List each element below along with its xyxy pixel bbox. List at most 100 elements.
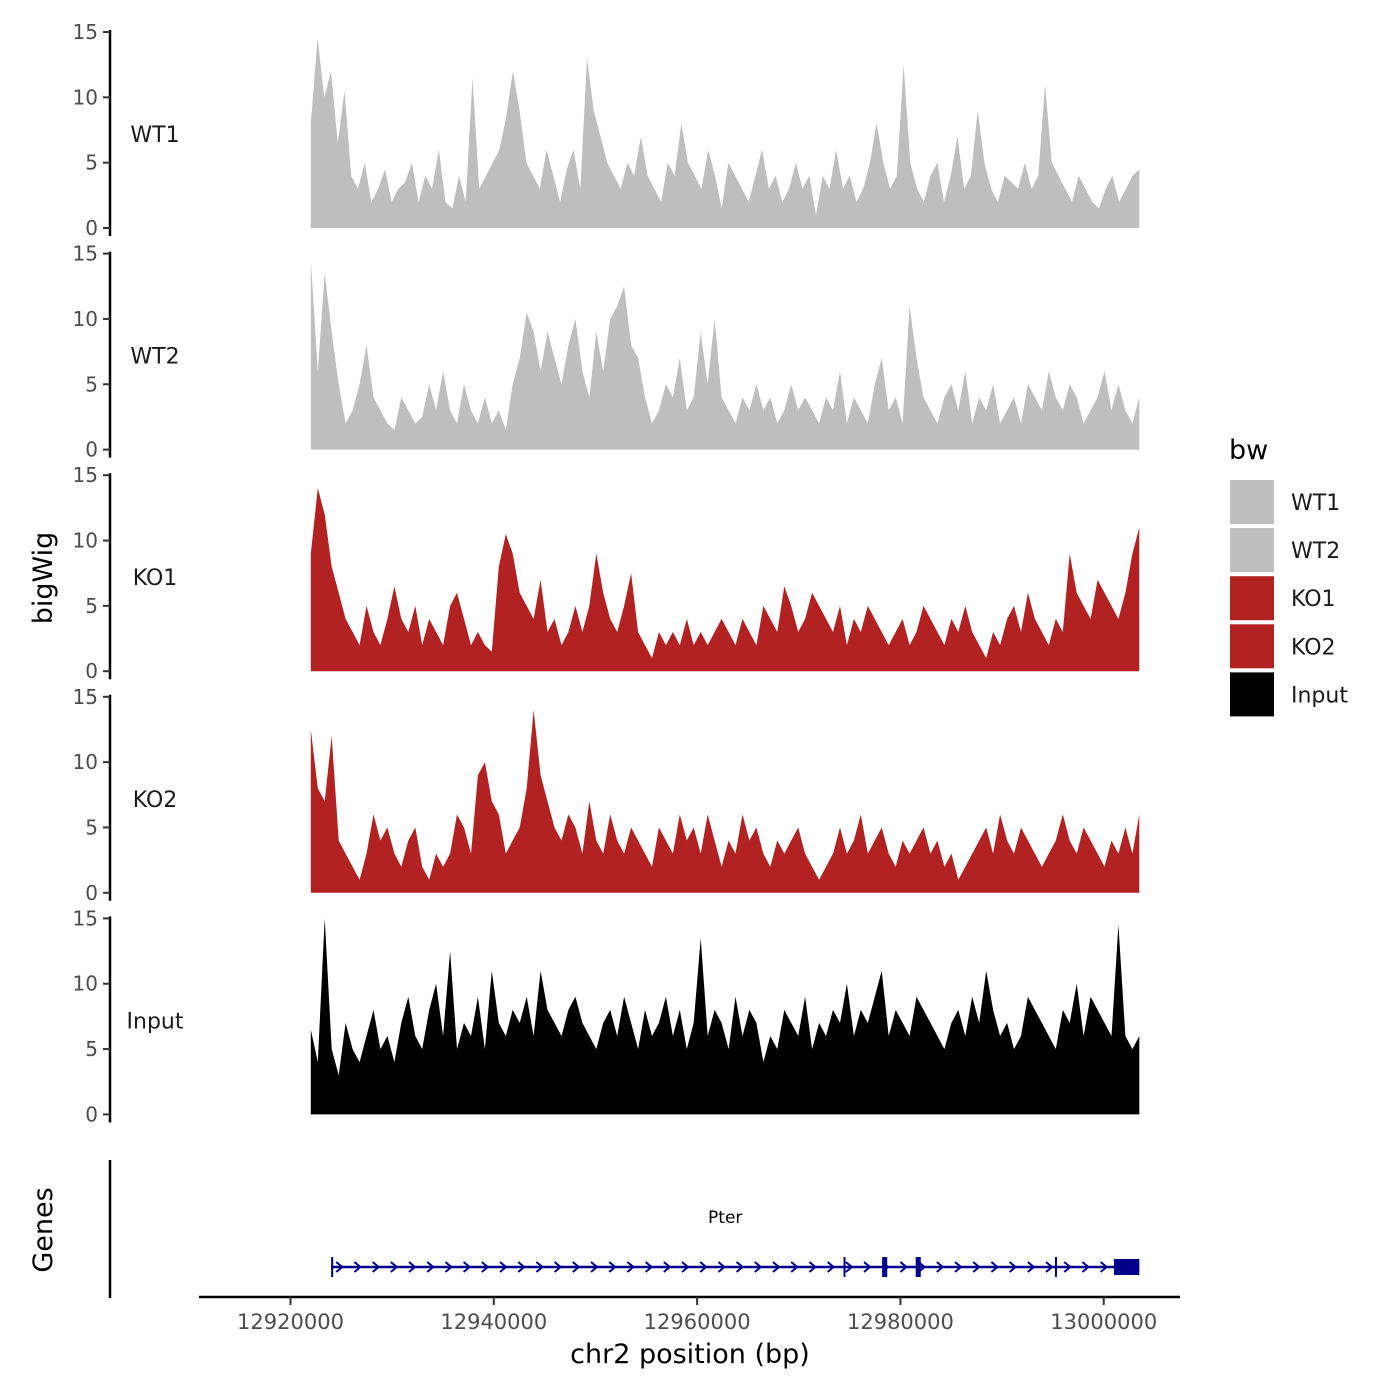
strand-arrow [845, 1261, 854, 1273]
panel-wt1: 0 5 10 15 WT1 [73, 20, 1140, 240]
strand-arrow [444, 1261, 453, 1273]
legend: bw WT1 WT2 KO1 KO2 Input [1229, 435, 1348, 717]
strand-arrow [1099, 1261, 1109, 1273]
strand-arrow [517, 1261, 526, 1273]
x-tick-label: 12920000 [237, 1310, 344, 1334]
strand-arrow [499, 1261, 508, 1273]
y-tick-label: 0 [85, 659, 98, 683]
strand-arrow [353, 1261, 362, 1273]
panel-input: 0 5 10 15 Input [73, 906, 1140, 1126]
strand-arrow [663, 1261, 672, 1273]
strand-arrow [790, 1261, 799, 1273]
y-tick-label: 0 [85, 216, 98, 240]
y-tick-label: 0 [85, 438, 98, 462]
legend-label-wt1: WT1 [1291, 491, 1340, 516]
strand-arrow [371, 1261, 381, 1273]
coverage-area-ko1 [310, 488, 1140, 672]
strand-arrow [954, 1261, 963, 1273]
x-tick-label: 13000000 [1050, 1310, 1157, 1334]
y-tick-label: 10 [73, 972, 98, 996]
track-label-input: Input [127, 1009, 184, 1034]
legend-swatch-input [1230, 672, 1274, 717]
gene-exon [1113, 1259, 1140, 1275]
strand-arrow [754, 1261, 763, 1273]
strand-arrow [335, 1261, 344, 1273]
panel-wt2: 0 5 10 15 WT2 [73, 242, 1140, 462]
strand-arrow [899, 1261, 908, 1273]
strand-arrow [826, 1261, 836, 1273]
strand-arrow [699, 1261, 708, 1273]
strand-arrow [644, 1261, 654, 1273]
legend-label-ko1: KO1 [1291, 587, 1336, 612]
track-label-ko1: KO1 [133, 566, 178, 591]
gene-exon [331, 1257, 334, 1277]
strand-arrow [626, 1261, 635, 1273]
y-tick-label: 10 [73, 529, 98, 553]
panel-ko1: 0 5 10 15 KO1 [73, 463, 1140, 683]
coverage-area-ko2 [310, 709, 1140, 893]
gene-exon [843, 1257, 846, 1277]
y-tick-label: 5 [85, 372, 98, 396]
genes-track-title: Genes [28, 1187, 59, 1272]
strand-arrow [553, 1261, 563, 1273]
strand-arrow [772, 1261, 781, 1273]
y-tick-label: 5 [85, 151, 98, 175]
y-tick-label: 15 [73, 463, 98, 487]
strand-arrow [936, 1261, 945, 1273]
coverage-area-input [310, 918, 1140, 1115]
strand-arrow [1008, 1261, 1018, 1273]
strand-arrow [426, 1261, 435, 1273]
genes-track: Genes Pter [28, 1160, 1140, 1298]
strand-arrow [1045, 1261, 1054, 1273]
legend-swatch-ko2 [1230, 624, 1274, 669]
strand-arrow [462, 1261, 472, 1273]
legend-label-input: Input [1291, 683, 1348, 708]
strand-arrow [1027, 1261, 1036, 1273]
legend-title: bw [1229, 435, 1268, 466]
strand-arrow [808, 1261, 817, 1273]
gene-exon [915, 1257, 921, 1277]
y-tick-label: 15 [73, 685, 98, 709]
track-label-wt2: WT2 [130, 345, 179, 370]
strand-arrow [481, 1261, 490, 1273]
strand-arrow [1063, 1261, 1072, 1273]
x-tick-label: 12960000 [644, 1310, 751, 1334]
y-tick-label: 0 [85, 881, 98, 905]
gene-exon [882, 1257, 888, 1277]
track-label-wt1: WT1 [130, 123, 179, 148]
y-tick-label: 15 [73, 906, 98, 930]
strand-arrow [535, 1261, 544, 1273]
strand-arrow [408, 1261, 417, 1273]
coverage-area-wt2 [310, 260, 1140, 450]
strand-arrow [735, 1261, 745, 1273]
panel-ko2: 0 5 10 15 KO2 [73, 685, 1140, 905]
y-tick-label: 0 [85, 1102, 98, 1126]
x-tick-label: 12980000 [847, 1310, 954, 1334]
strand-arrow [608, 1261, 617, 1273]
y-tick-label: 5 [85, 594, 98, 618]
strand-arrow [590, 1261, 599, 1273]
gene-name-label: Pter [708, 1208, 742, 1228]
gene-exon [1054, 1257, 1057, 1277]
strand-arrow [390, 1261, 399, 1273]
legend-label-ko2: KO2 [1291, 635, 1336, 660]
strand-arrow [1081, 1261, 1090, 1273]
coverage-area-wt1 [310, 38, 1140, 228]
y-axis-title: bigWig [28, 532, 59, 625]
strand-arrow [681, 1261, 690, 1273]
strand-arrow [972, 1261, 981, 1273]
y-tick-label: 15 [73, 20, 98, 44]
legend-swatch-ko1 [1230, 576, 1274, 621]
y-tick-label: 10 [73, 750, 98, 774]
y-tick-label: 15 [73, 242, 98, 266]
legend-swatch-wt2 [1230, 528, 1274, 573]
y-tick-label: 5 [85, 815, 98, 839]
strand-arrow [572, 1261, 581, 1273]
y-tick-label: 5 [85, 1037, 98, 1061]
strand-arrow [990, 1261, 999, 1273]
y-tick-label: 10 [73, 307, 98, 331]
y-tick-label: 10 [73, 85, 98, 109]
track-label-ko2: KO2 [133, 788, 178, 813]
x-tick-label: 12940000 [440, 1310, 547, 1334]
